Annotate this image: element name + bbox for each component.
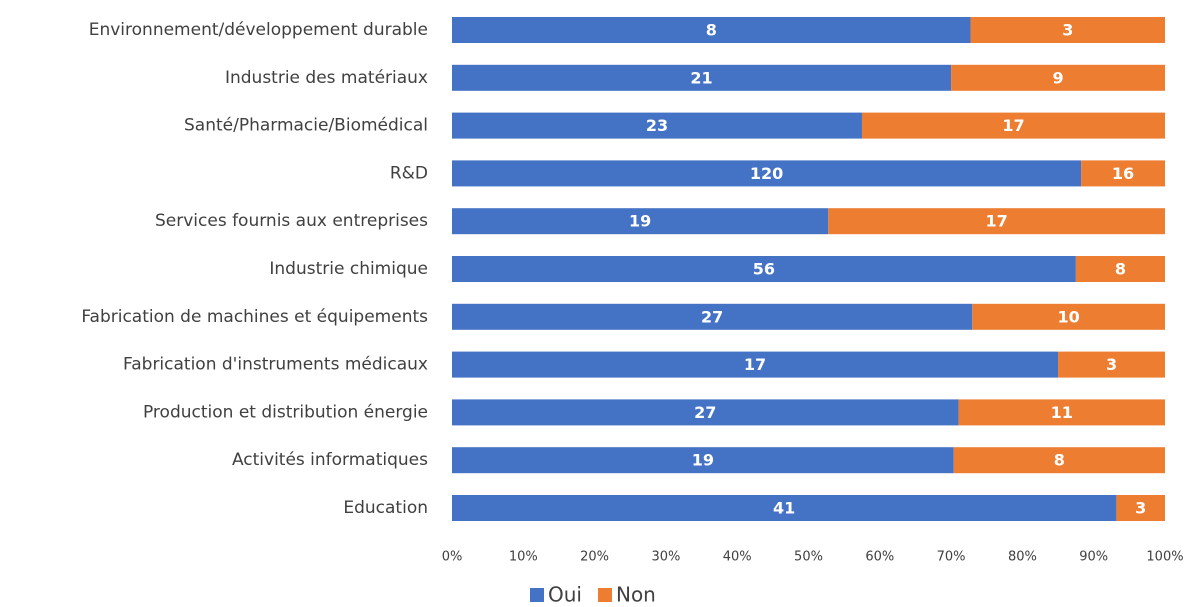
x-tick-label: 60% [865, 550, 894, 565]
bar-segment [452, 208, 829, 235]
bar-segment [828, 208, 1165, 235]
x-tick-label: 10% [509, 550, 538, 565]
data-label: 19 [629, 212, 651, 231]
category-label: Production et distribution énergie [143, 402, 428, 422]
x-tick-label: 30% [651, 550, 680, 565]
data-label: 17 [1002, 116, 1024, 135]
bar-segment [452, 64, 952, 91]
x-tick-label: 50% [794, 550, 823, 565]
category-label: Fabrication d'instruments médicaux [123, 355, 428, 375]
data-label: 16 [1112, 164, 1134, 183]
x-tick-label: 100% [1146, 550, 1183, 565]
bar-segment [452, 160, 1082, 187]
category-label: Industrie chimique [269, 259, 428, 279]
data-label: 27 [694, 403, 716, 422]
bar-segment [452, 399, 959, 426]
bar-segment [452, 256, 1076, 282]
data-label: 11 [1051, 403, 1073, 422]
data-label: 17 [744, 355, 766, 374]
bar-segment [1081, 160, 1165, 187]
legend-label: Oui [548, 583, 582, 607]
data-label: 21 [690, 68, 712, 87]
category-label: Environnement/développement durable [89, 20, 428, 40]
x-tick-label: 70% [937, 550, 966, 565]
category-label: Fabrication de machines et équipements [81, 307, 428, 327]
x-tick-label: 90% [1079, 550, 1108, 565]
category-label: Education [343, 498, 428, 518]
bar-segment [452, 17, 971, 43]
x-tick-label: 20% [580, 550, 609, 565]
bar-segment [1075, 256, 1165, 282]
bar-segment [1116, 495, 1165, 521]
bar-segment [861, 112, 1165, 139]
data-label: 8 [1115, 260, 1126, 279]
data-label: 23 [646, 116, 668, 135]
bar-segment [1058, 351, 1165, 378]
data-label: 3 [1106, 355, 1117, 374]
data-label: 120 [750, 164, 783, 183]
data-label: 41 [773, 499, 795, 518]
x-tick-label: 0% [442, 550, 463, 565]
category-label: Activités informatiques [232, 450, 428, 470]
data-label: 3 [1062, 21, 1073, 40]
bar-segment [452, 495, 1117, 521]
category-label: Industrie des matériaux [225, 68, 428, 88]
data-label: 56 [753, 260, 775, 279]
bar-segment [452, 447, 954, 474]
data-label: 19 [692, 451, 714, 470]
bar-segment [972, 303, 1165, 330]
bar-segment [452, 351, 1059, 378]
category-label: R&D [390, 163, 428, 183]
data-label: 17 [986, 212, 1008, 231]
data-label: 8 [706, 21, 717, 40]
bar-segment [951, 64, 1165, 91]
x-tick-label: 40% [723, 550, 752, 565]
legend-swatch [597, 588, 612, 602]
bar-segment [970, 17, 1165, 43]
legend-swatch [530, 588, 544, 602]
bar-segment [452, 303, 973, 330]
bar-segment [953, 447, 1165, 474]
data-label: 10 [1058, 307, 1080, 326]
x-tick-label: 80% [1008, 550, 1037, 565]
legend-label: Non [616, 583, 656, 607]
data-label: 3 [1135, 499, 1146, 518]
data-label: 27 [701, 307, 723, 326]
bar-segment [958, 399, 1165, 426]
bar-segment [452, 112, 862, 139]
data-label: 9 [1052, 68, 1063, 87]
category-label: Santé/Pharmacie/Biomédical [184, 116, 428, 136]
data-label: 8 [1054, 451, 1065, 470]
category-label: Services fournis aux entreprises [155, 211, 428, 231]
